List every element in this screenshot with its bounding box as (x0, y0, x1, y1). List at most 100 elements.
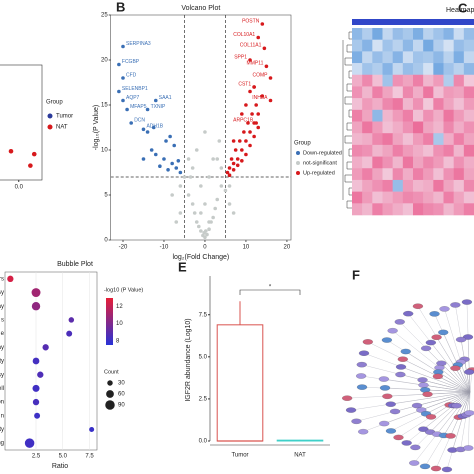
point (227, 173, 232, 177)
point (233, 148, 238, 152)
heat-cell (362, 168, 373, 181)
heat-cell (362, 203, 373, 216)
dendrogram (346, 83, 352, 92)
heat-cell (402, 179, 414, 192)
dendrogram (346, 122, 352, 131)
point (231, 211, 236, 215)
panel-label: F (352, 267, 360, 282)
heat-cell (443, 109, 454, 122)
network-node (441, 466, 453, 473)
point (227, 184, 232, 188)
network-node (463, 445, 474, 451)
point (31, 151, 37, 157)
point (248, 130, 252, 134)
point (168, 134, 172, 139)
network-node (420, 345, 432, 352)
network-edge (469, 391, 471, 413)
network-node (356, 373, 367, 379)
size-label: 30 (118, 381, 125, 387)
heat-cell (372, 63, 383, 76)
chart-title: Bubble Plot (57, 261, 93, 268)
point (8, 148, 14, 154)
gene-label: DCN (134, 117, 145, 123)
network-node (422, 391, 433, 397)
labeled-point (145, 107, 150, 112)
heat-cell (372, 144, 383, 157)
group-bar (352, 19, 474, 25)
labeled-point (125, 107, 129, 112)
heat-cell (453, 109, 465, 122)
labeled-point (248, 58, 252, 62)
gene-label: POSTN (242, 18, 260, 24)
gene-label: SAA1 (159, 95, 172, 101)
network-edge (400, 374, 471, 393)
network-node (397, 356, 408, 362)
dendrogram (346, 44, 352, 53)
labeled-point (117, 89, 121, 94)
heat-cell (463, 109, 474, 122)
heat-cell (423, 203, 434, 216)
heat-cell (453, 156, 465, 169)
heat-cell (372, 168, 383, 181)
heat-cell (402, 86, 414, 99)
heat-cell (382, 156, 393, 169)
network-edge (427, 391, 471, 395)
heat-cell (463, 179, 474, 192)
point (205, 232, 209, 237)
labeled-point (153, 98, 158, 103)
heat-cell (453, 86, 465, 99)
point (250, 112, 254, 116)
heat-cell (352, 191, 363, 204)
y-tick-label: ng (0, 441, 4, 447)
heat-cell (382, 86, 393, 99)
network-node (429, 311, 440, 317)
heat-cell (362, 133, 373, 146)
heat-cell (423, 133, 434, 146)
heat-cell (392, 39, 404, 52)
network-node (419, 463, 431, 470)
gene-label: INHBA (252, 95, 268, 101)
heat-cell (453, 63, 465, 76)
network-node (395, 371, 406, 378)
point (202, 231, 206, 235)
point (194, 148, 199, 152)
heat-cell (382, 28, 393, 40)
colorbar-tick-label: 8 (116, 338, 120, 344)
point (170, 161, 174, 166)
network-edge (406, 391, 471, 444)
bubble (32, 357, 40, 365)
bubble (68, 317, 75, 323)
network-node (445, 433, 456, 439)
y-tick-label: 0 (104, 238, 108, 244)
heat-cell (413, 98, 424, 111)
network-node (385, 401, 396, 407)
network-edge (469, 372, 471, 393)
gene-label: SELENBP1 (122, 86, 148, 92)
heat-cell (362, 121, 373, 134)
x-axis-title: Ratio (52, 463, 68, 470)
network-node (389, 408, 401, 415)
legend-swatch (296, 171, 300, 175)
x-tick-label: Tumor (231, 453, 248, 459)
dendrogram (346, 200, 352, 209)
network-node (351, 418, 362, 425)
heat-cell (463, 203, 474, 216)
heat-cell (413, 74, 424, 87)
point (170, 193, 174, 197)
labeled-point (129, 121, 133, 125)
colorbar (106, 298, 113, 345)
heat-cell (392, 179, 404, 192)
network-node (393, 434, 404, 441)
network-node (439, 306, 450, 312)
heat-cell (382, 203, 393, 216)
heat-cell (443, 39, 454, 52)
dendrogram (348, 187, 352, 196)
point (199, 184, 203, 188)
labeled-point (141, 127, 146, 132)
point (207, 220, 211, 224)
point (215, 157, 220, 161)
heat-cell (453, 39, 465, 52)
heat-cell (382, 98, 393, 111)
gene-label: SERPINA3 (126, 41, 151, 47)
point (215, 197, 220, 202)
